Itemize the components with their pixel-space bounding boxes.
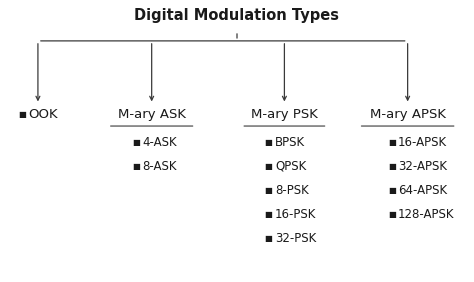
Text: ■: ■ — [264, 234, 273, 243]
Text: ■: ■ — [264, 162, 273, 171]
Text: M-ary PSK: M-ary PSK — [251, 108, 318, 121]
Text: ■: ■ — [388, 210, 396, 219]
Text: ■: ■ — [388, 138, 396, 147]
Text: ■: ■ — [388, 186, 396, 195]
Text: 32-APSK: 32-APSK — [398, 160, 447, 173]
Text: ■: ■ — [264, 186, 273, 195]
Text: 16-PSK: 16-PSK — [275, 208, 316, 221]
Text: 4-ASK: 4-ASK — [142, 136, 177, 149]
Text: ■: ■ — [264, 138, 273, 147]
Text: ■: ■ — [132, 138, 140, 147]
Text: 128-APSK: 128-APSK — [398, 208, 455, 221]
Text: QPSK: QPSK — [275, 160, 306, 173]
Text: 16-APSK: 16-APSK — [398, 136, 447, 149]
Text: 64-APSK: 64-APSK — [398, 184, 447, 197]
Text: OOK: OOK — [28, 108, 58, 121]
Text: 8-PSK: 8-PSK — [275, 184, 309, 197]
Text: Digital Modulation Types: Digital Modulation Types — [135, 8, 339, 23]
Text: ■: ■ — [132, 162, 140, 171]
Text: ■: ■ — [18, 110, 26, 119]
Text: 8-ASK: 8-ASK — [142, 160, 177, 173]
Text: ■: ■ — [264, 210, 273, 219]
Text: 32-PSK: 32-PSK — [275, 232, 316, 245]
Text: M-ary ASK: M-ary ASK — [118, 108, 186, 121]
Text: ■: ■ — [388, 162, 396, 171]
Text: BPSK: BPSK — [275, 136, 305, 149]
Text: M-ary APSK: M-ary APSK — [370, 108, 446, 121]
